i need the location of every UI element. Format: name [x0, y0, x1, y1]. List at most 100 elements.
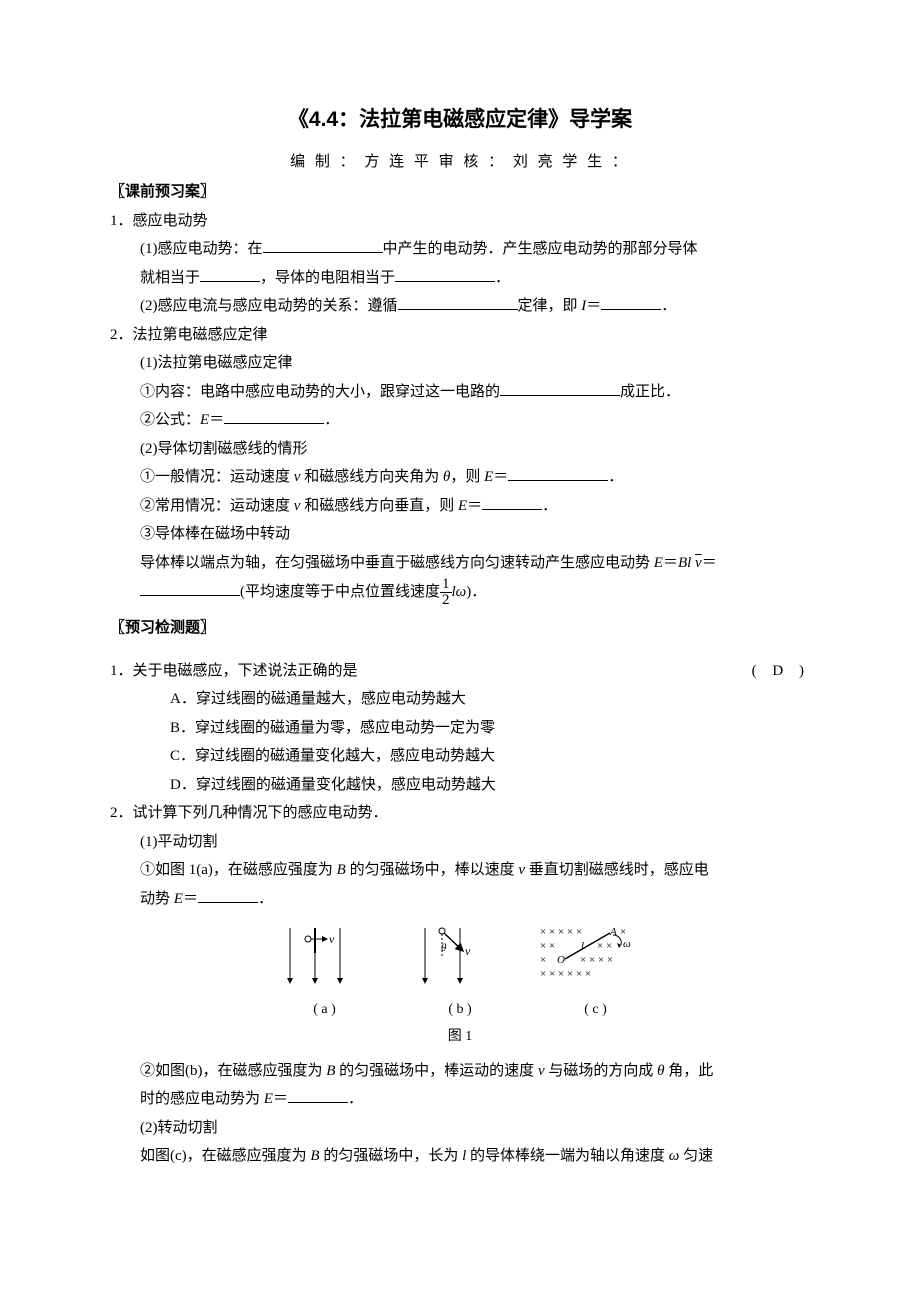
- svg-text:v: v: [465, 944, 471, 958]
- blank: [140, 580, 240, 596]
- svg-text:v: v: [329, 932, 335, 946]
- item-2-2: (2)导体切割磁感线的情形: [140, 435, 810, 464]
- text: ，则: [450, 469, 484, 485]
- svg-text:θ: θ: [441, 942, 447, 954]
- text: 垂直切割磁感线时，感应电: [525, 862, 709, 878]
- text: ．: [661, 298, 676, 314]
- figure-1: v θ v × × × × ×A× × ×× × ×× × × × × × × …: [110, 923, 810, 993]
- svg-text:ω: ω: [623, 938, 631, 950]
- svg-text:× × × × ×: × × × × ×: [540, 926, 582, 938]
- text: ＝: [702, 555, 717, 571]
- var-E: E: [484, 469, 493, 485]
- var-B: B: [337, 862, 346, 878]
- item-1-2: (2)感应电流与感应电动势的关系：遵循定律，即 I＝．: [140, 292, 810, 321]
- text: (2)感应电流与感应电动势的关系：遵循: [140, 298, 398, 314]
- text: (平均速度等于中点位置线速度: [240, 584, 440, 600]
- item-1-1: (1)感应电动势：在 中产生的电动势．产生感应电动势的那部分导体: [140, 235, 810, 264]
- blank: [500, 380, 620, 396]
- text: )．: [466, 584, 486, 600]
- var-E: E: [264, 1091, 273, 1107]
- text: ①内容：电路中感应电动势的大小，跟穿过这一电路的: [140, 384, 500, 400]
- doc-authors: 编 制 ： 方 连 平 审 核 ： 刘 亮 学 生 ：: [110, 148, 810, 177]
- var-omega: ω: [669, 1148, 680, 1164]
- section-test: 〖预习检测题〗: [110, 614, 810, 643]
- blank: [200, 266, 260, 282]
- item-2-2-3c: (平均速度等于中点位置线速度12lω)．: [140, 577, 810, 608]
- text: ＝: [273, 1091, 288, 1107]
- expr-lomega: lω: [452, 584, 467, 600]
- var-B: B: [310, 1148, 319, 1164]
- blank: [601, 294, 661, 310]
- q2-s1: (1)平动切割: [140, 828, 810, 857]
- text: ①如图 1(a)，在磁感应强度为: [140, 862, 337, 878]
- blank: [224, 408, 324, 424]
- blank: [508, 465, 608, 481]
- text: ＝: [586, 298, 601, 314]
- text: 和磁感线方向夹角为: [300, 469, 443, 485]
- var-v: v: [538, 1063, 545, 1079]
- text: ＝: [493, 469, 508, 485]
- text: ①一般情况：运动速度: [140, 469, 294, 485]
- fig-caption: 图 1: [110, 1024, 810, 1051]
- svg-text:O: O: [557, 954, 565, 966]
- text: (1)感应电动势：在: [140, 241, 263, 257]
- svg-text:l: l: [581, 940, 584, 952]
- q1-opt-c: C．穿过线圈的磁通量变化越大，感应电动势越大: [170, 742, 810, 771]
- section-preview: 〖课前预习案〗: [110, 178, 810, 207]
- fig-label-b: ( b ): [400, 997, 520, 1024]
- text: ．: [608, 469, 623, 485]
- text: 导体棒以端点为轴，在匀强磁场中垂直于磁感线方向匀速转动产生感应电动势: [140, 555, 654, 571]
- text: ，导体的电阻相当于: [260, 270, 395, 286]
- text: 的导体棒绕一端为轴以角速度: [466, 1148, 669, 1164]
- q1-answer: ( D ): [752, 657, 810, 686]
- blank: [395, 266, 495, 282]
- q2-c1b: 动势 E＝ ．: [140, 885, 810, 914]
- q2-c2b: 时的感应电动势为 E＝．: [140, 1085, 810, 1114]
- item-1: 1．感应电动势: [110, 207, 810, 236]
- fig-a-icon: v: [275, 923, 365, 993]
- q1-opt-b: B．穿过线圈的磁通量为零，感应电动势一定为零: [170, 714, 810, 743]
- item-2: 2．法拉第电磁感应定律: [110, 321, 810, 350]
- text: ②公式：: [140, 412, 200, 428]
- text: 和磁感线方向垂直，则: [300, 498, 458, 514]
- text: 中产生的电动势．产生感应电动势的那部分导体: [383, 241, 698, 257]
- item-2-1: (1)法拉第电磁感应定律: [140, 349, 810, 378]
- svg-text:× × × ×: × × × ×: [580, 954, 613, 966]
- fig-label-c: ( c ): [536, 997, 656, 1024]
- q2: 2．试计算下列几种情况下的感应电动势．: [110, 799, 810, 828]
- text: ．: [495, 270, 510, 286]
- item-2-1-1: ①内容：电路中感应电动势的大小，跟穿过这一电路的 成正比．: [140, 378, 810, 407]
- var-E: E: [174, 891, 183, 907]
- var-E: E: [654, 555, 663, 571]
- text: ．: [258, 891, 273, 907]
- blank: [482, 494, 542, 510]
- var-E: E: [458, 498, 467, 514]
- text: 就相当于: [140, 270, 200, 286]
- text: ＝: [663, 555, 678, 571]
- text: ＝: [467, 498, 482, 514]
- text: 角，此: [665, 1063, 714, 1079]
- var-theta: θ: [657, 1063, 664, 1079]
- expr-Blv: Bl v: [678, 555, 702, 571]
- text: ＝: [183, 891, 198, 907]
- q1-stem: 1．关于电磁感应，下述说法正确的是: [110, 663, 358, 679]
- fig-labels: ( a ) ( b ) ( c ): [110, 997, 810, 1024]
- item-2-1-2: ②公式：E＝．: [140, 406, 810, 435]
- item-2-2-3b: 导体棒以端点为轴，在匀强磁场中垂直于磁感线方向匀速转动产生感应电动势 E＝Bl …: [140, 549, 810, 578]
- text: 动势: [140, 891, 174, 907]
- text: 成正比．: [620, 384, 680, 400]
- text: 与磁场的方向成: [545, 1063, 658, 1079]
- svg-text:A: A: [609, 926, 617, 938]
- text: 的匀强磁场中，长为: [320, 1148, 463, 1164]
- text: 匀速: [679, 1148, 713, 1164]
- item-2-2-1: ①一般情况：运动速度 v 和磁感线方向夹角为 θ，则 E＝．: [140, 463, 810, 492]
- svg-text:× × × × × ×: × × × × × ×: [540, 968, 591, 980]
- blank: [263, 237, 383, 253]
- text: ＝: [209, 412, 224, 428]
- text: 定律，即: [518, 298, 582, 314]
- item-2-2-2: ②常用情况：运动速度 v 和磁感线方向垂直，则 E＝．: [140, 492, 810, 521]
- blank: [198, 887, 258, 903]
- svg-text:×: ×: [620, 926, 626, 938]
- q2-s2: (2)转动切割: [140, 1114, 810, 1143]
- text: 时的感应电动势为: [140, 1091, 264, 1107]
